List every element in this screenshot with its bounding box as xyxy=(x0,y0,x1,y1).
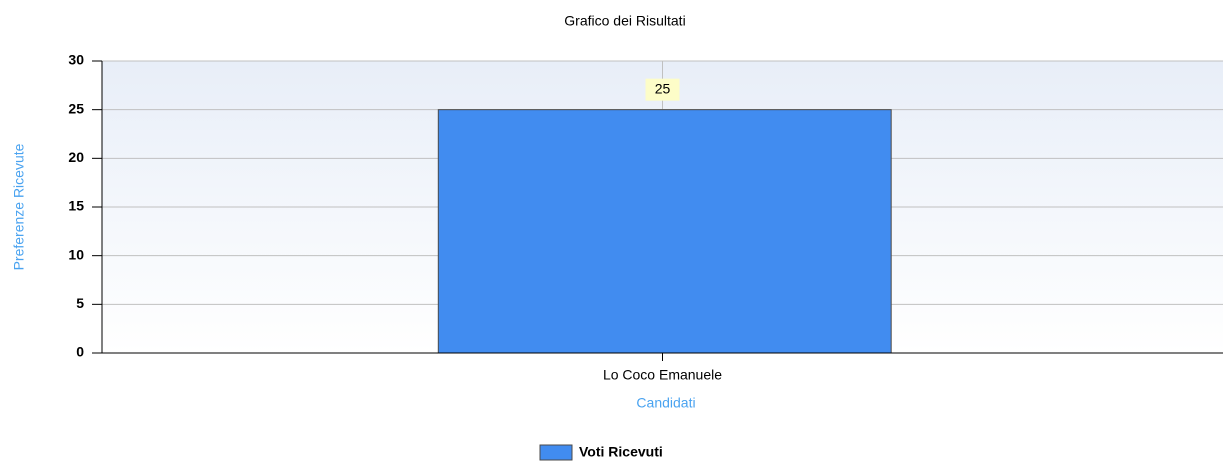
y-tick-label: 15 xyxy=(68,198,84,214)
legend-label: Voti Ricevuti xyxy=(579,444,663,460)
y-axis-label: Preferenze Ricevute xyxy=(11,143,27,270)
data-label-box xyxy=(645,78,680,101)
x-axis-label: Candidati xyxy=(636,395,695,411)
y-tick-label: 20 xyxy=(68,149,84,165)
y-tick-label: 25 xyxy=(68,100,84,116)
data-label: 25 xyxy=(655,80,671,96)
y-tick-label: 0 xyxy=(76,344,84,360)
y-tick-label: 5 xyxy=(76,295,84,311)
chart-title: Grafico dei Risultati xyxy=(564,13,685,29)
y-tick-label: 30 xyxy=(68,52,84,68)
bar xyxy=(437,109,892,354)
x-tick-label: Lo Coco Emanuele xyxy=(603,367,722,383)
legend-swatch xyxy=(539,444,573,461)
y-tick-label: 10 xyxy=(68,246,84,262)
